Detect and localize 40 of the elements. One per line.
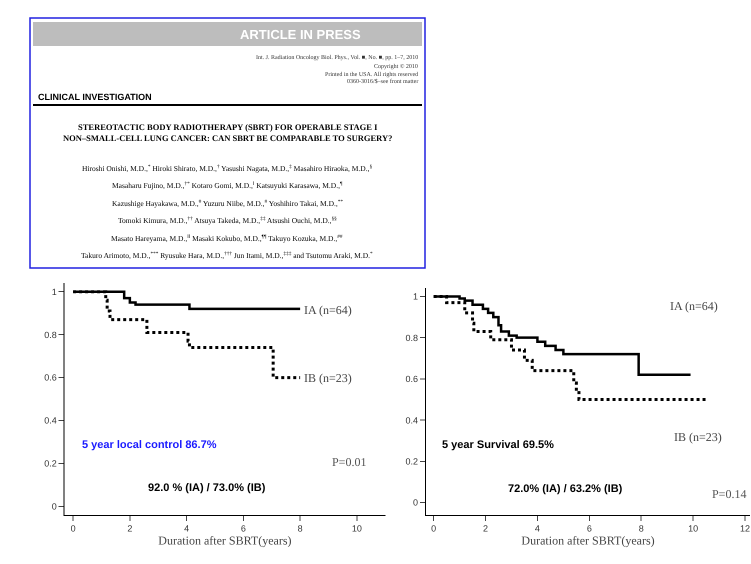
x-tick-label: 0 [70, 524, 76, 534]
y-tick-label: 1 [52, 286, 57, 297]
x-tick-label: 6 [240, 524, 246, 534]
x-axis-title: Duration after SBRT(years) [521, 534, 655, 548]
x-tick-label: 10 [688, 524, 698, 534]
x-tick-label: 0 [431, 524, 436, 534]
x-tick-label: 2 [127, 524, 132, 534]
text: ARTICLE IN PRESS [240, 27, 361, 42]
x-axis-title: Duration after SBRT(years) [158, 534, 292, 548]
annotation: 5 year local control 86.7% [82, 439, 217, 451]
text: CLINICAL INVESTIGATION [38, 92, 152, 102]
y-tick-label: 0.2 [44, 458, 57, 469]
annotation: IA (n=64) [304, 303, 352, 317]
annotation: 5 year Survival 69.5% [442, 439, 554, 451]
y-tick-label: 0.8 [406, 332, 418, 343]
x-tick-label: 12 [740, 524, 750, 534]
x-tick-label: 8 [638, 524, 644, 534]
y-tick-label: 0.4 [406, 415, 418, 426]
annotation: IB (n=23) [304, 371, 352, 385]
y-tick-label: 0.6 [44, 372, 57, 383]
y-tick-label: 0 [52, 502, 57, 512]
y-tick-label: 0.8 [44, 330, 57, 340]
x-tick-label: 4 [184, 524, 190, 534]
y-tick-label: 0.6 [406, 374, 418, 384]
annotation: 72.0% (IA) / 63.2% (IB) [508, 483, 623, 495]
x-tick-label: 10 [352, 524, 362, 534]
y-tick-label: 0.2 [406, 456, 418, 466]
annotation: P=0.14 [712, 487, 746, 501]
y-tick-label: 1 [413, 292, 418, 302]
annotation: IB (n=23) [674, 430, 722, 444]
annotation: IA (n=64) [670, 299, 718, 313]
y-tick-label: 0 [413, 498, 418, 508]
y-tick-label: 0.4 [44, 416, 57, 426]
x-tick-label: 6 [586, 524, 592, 534]
annotation: 92.0 % (IA) / 73.0% (IB) [148, 482, 266, 494]
annotation: P=0.01 [332, 455, 366, 469]
x-tick-label: 2 [483, 524, 488, 534]
x-tick-label: 8 [298, 524, 303, 534]
text: STEREOTACTIC BODY RADIOTHERAPY (SBRT) FOR OPERABLE STAGE I NON–SMALL-CELL LUNG CANCER: CAN SBRT BE COMPARABLE TO SURGERY? [63, 122, 392, 144]
x-tick-label: 4 [534, 524, 540, 534]
